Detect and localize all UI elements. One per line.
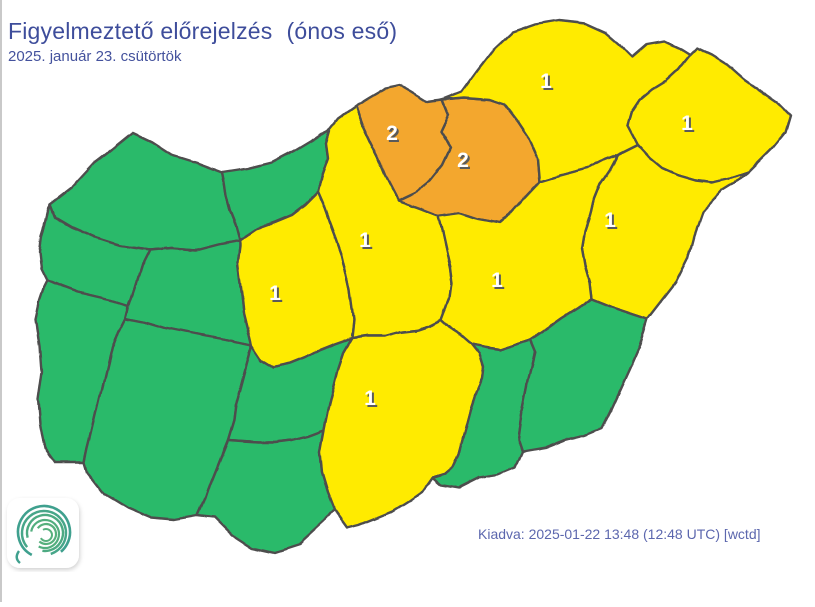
title-hazard: (ónos eső) (286, 18, 398, 44)
warning-level-label-shadow: 1 (542, 72, 554, 95)
warning-level-label: 1 (604, 209, 616, 232)
warning-level-label-shadow: 1 (366, 389, 378, 412)
county-jasz-nagykun-szolnok (436, 153, 620, 352)
warning-level-label: 2 (457, 149, 469, 172)
page-title: Figyelmeztető előrejelzés (ónos eső) (8, 18, 397, 45)
warning-level-label-shadow: 1 (493, 271, 505, 294)
county-baranya (196, 428, 337, 555)
warning-level-label: 1 (359, 229, 371, 252)
window-edge-line (0, 0, 2, 602)
warning-level-label: 1 (269, 282, 281, 305)
warning-level-label-shadow: 2 (459, 151, 471, 174)
warning-level-label: 1 (491, 269, 503, 292)
warning-level-label: 1 (364, 387, 376, 410)
warning-level-label: 2 (386, 122, 398, 145)
spiral-logo-icon (7, 498, 79, 568)
hungaromet-logo (4, 496, 86, 572)
issued-timestamp: Kiadva: 2025-01-22 13:48 (12:48 UTC) [wc… (478, 526, 761, 542)
forecast-date: 2025. január 23. csütörtök (8, 48, 182, 65)
warning-level-label-shadow: 1 (361, 231, 373, 254)
warning-level-label: 1 (681, 112, 693, 135)
warning-level-label-shadow: 2 (388, 124, 400, 147)
warning-level-label: 1 (540, 70, 552, 93)
title-main: Figyelmeztető előrejelzés (8, 18, 273, 44)
warning-level-label-shadow: 1 (271, 284, 283, 307)
warning-level-label-shadow: 1 (683, 114, 695, 137)
header: Figyelmeztető előrejelzés (ónos eső) 2025… (8, 18, 397, 65)
county-bekes (516, 296, 650, 454)
warning-level-label-shadow: 1 (606, 211, 618, 234)
county-bacs-kiskun (318, 318, 484, 530)
